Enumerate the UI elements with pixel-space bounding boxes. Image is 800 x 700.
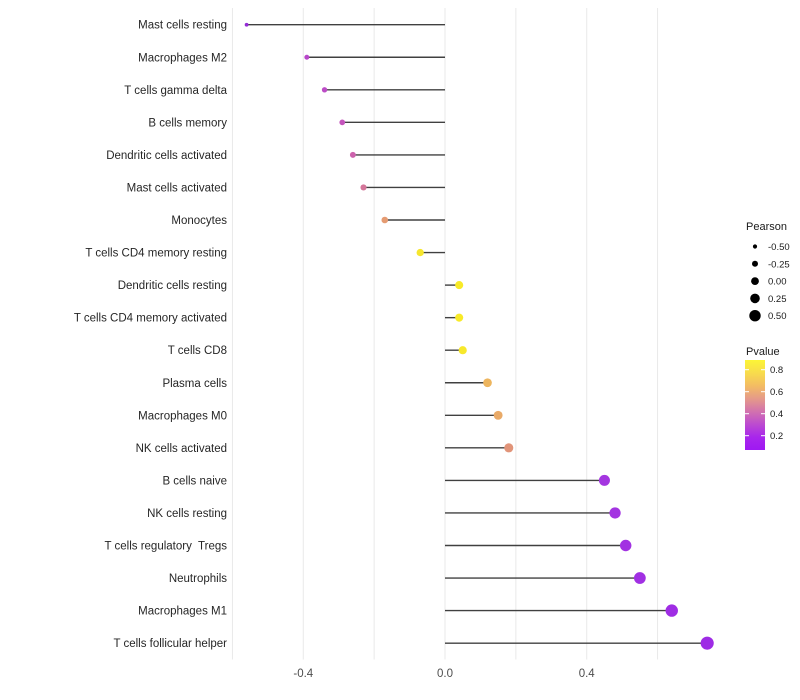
x-axis-tick-label: -0.4: [293, 668, 313, 680]
y-axis-label: Dendritic cells activated: [106, 150, 227, 162]
y-axis-label: Monocytes: [171, 215, 227, 227]
y-axis-label: B cells memory: [148, 117, 227, 129]
lollipop-dot: [360, 184, 367, 191]
y-axis-label: Mast cells resting: [138, 20, 227, 32]
x-axis-tick-label: 0.0: [437, 668, 453, 680]
lollipop-dot: [455, 281, 464, 290]
y-axis-label: T cells regulatory Tregs: [104, 541, 227, 553]
lollipop-dot: [349, 151, 356, 158]
lollipop-dot: [416, 248, 424, 257]
size-legend-dot: [752, 260, 758, 267]
lollipop-dot: [493, 410, 503, 420]
color-legend-title: Pvalue: [746, 346, 780, 358]
size-legend-dot: [752, 244, 758, 249]
colorbar-label: 0.8: [770, 365, 783, 376]
y-axis-label: Macrophages M2: [138, 52, 227, 64]
size-legend-label: -0.25: [768, 259, 790, 270]
y-axis-label: T cells CD8: [168, 345, 227, 357]
y-axis-label: NK cells activated: [136, 443, 227, 455]
lollipop-dot: [700, 636, 714, 650]
lollipop-dot: [381, 216, 389, 224]
lollipop-dot: [458, 346, 467, 355]
lollipop-dot: [504, 443, 514, 453]
size-legend-label: 0.25: [768, 294, 787, 305]
lollipop-dot: [619, 539, 632, 552]
lollipop-dot: [598, 474, 610, 486]
size-legend-title: Pearson: [746, 221, 787, 233]
lollipop-dot: [609, 507, 621, 519]
y-axis-label: Plasma cells: [162, 378, 227, 390]
y-axis-label: Mast cells activated: [127, 182, 227, 194]
y-axis-label: T cells CD4 memory resting: [85, 248, 227, 260]
lollipop-dot: [455, 313, 464, 322]
colorbar-label: 0.6: [770, 387, 783, 398]
lollipop-dot: [339, 119, 346, 126]
y-axis-label: Macrophages M0: [138, 410, 227, 422]
lollipop-dot: [244, 22, 249, 27]
size-legend-label: -0.50: [768, 242, 790, 253]
y-axis-label: T cells follicular helper: [113, 638, 227, 650]
y-axis-label: T cells CD4 memory activated: [74, 313, 227, 325]
lollipop-dot: [483, 378, 492, 388]
colorbar-label: 0.2: [770, 431, 783, 442]
lollipop-dot: [665, 604, 678, 617]
size-legend-dot: [750, 293, 760, 304]
y-axis-label: Dendritic cells resting: [118, 280, 227, 292]
y-axis-label: NK cells resting: [147, 508, 227, 520]
y-axis-label: Macrophages M1: [138, 606, 227, 618]
size-legend-label: 0.00: [768, 277, 787, 288]
y-axis-label: T cells gamma delta: [124, 85, 227, 97]
size-legend-dot: [749, 310, 761, 322]
lollipop-dot: [633, 572, 646, 584]
size-legend-dot: [751, 277, 759, 285]
size-legend-label: 0.50: [768, 311, 787, 322]
x-axis-tick-label: 0.4: [579, 668, 596, 680]
pvalue-colorbar: [745, 360, 765, 450]
colorbar-label: 0.4: [770, 409, 783, 420]
lollipop-dot: [321, 87, 328, 93]
lollipop-dot: [304, 54, 310, 60]
y-axis-label: B cells naive: [162, 475, 227, 487]
y-axis-label: Neutrophils: [169, 573, 227, 585]
